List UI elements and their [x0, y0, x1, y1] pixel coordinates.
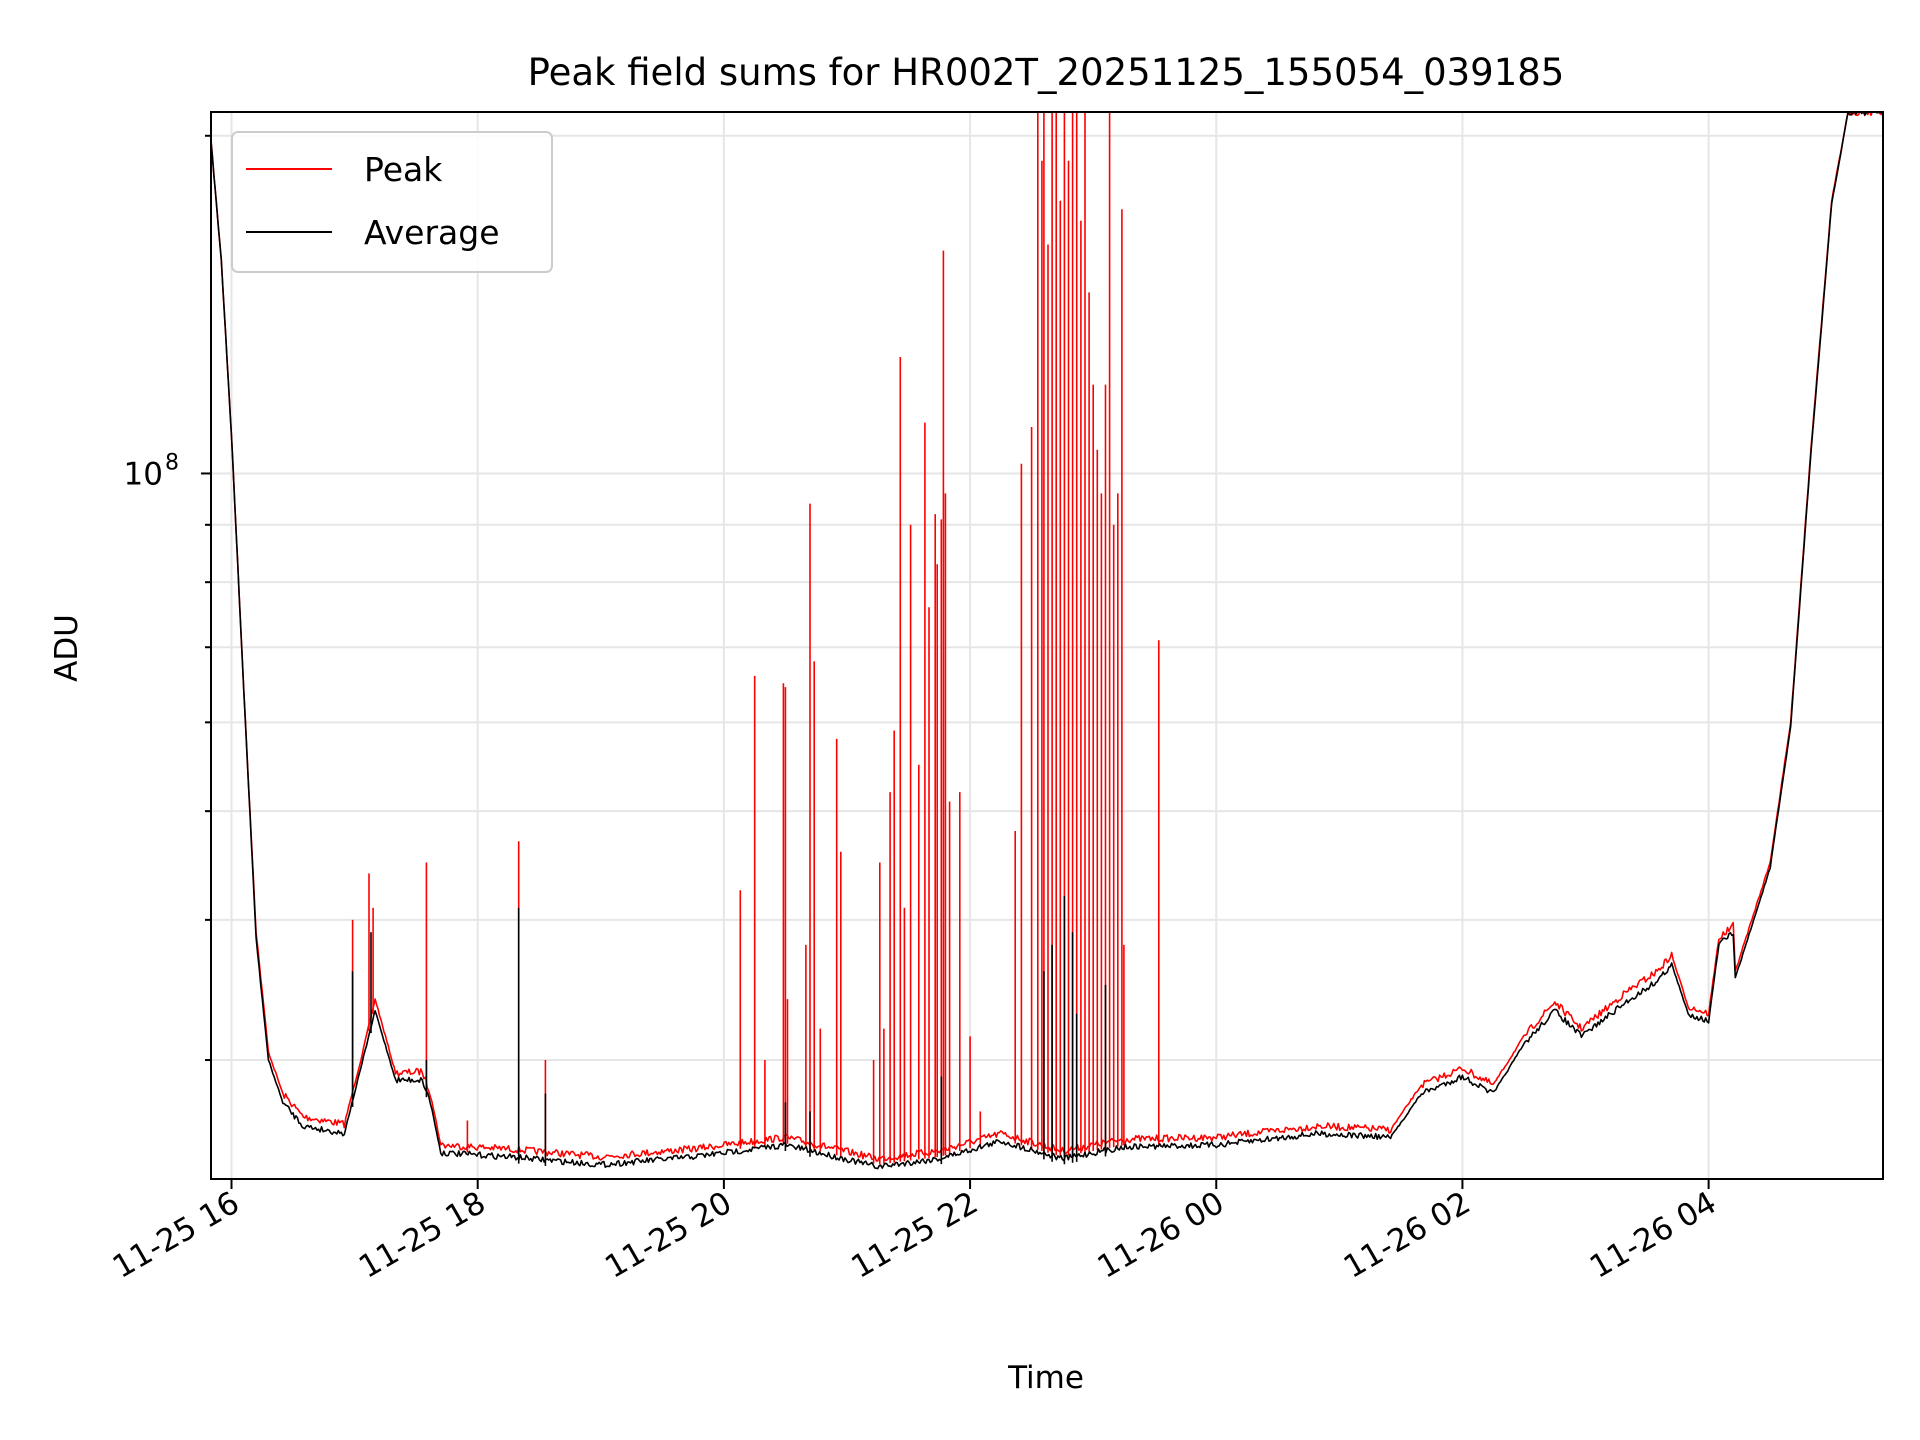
legend-average-label: Average [364, 213, 500, 252]
x-axis-label: Time [1007, 1360, 1084, 1396]
legend: Peak Average [231, 131, 553, 273]
series-peak [211, 112, 1883, 1165]
series-line-average [211, 112, 1883, 1170]
legend-box [231, 131, 553, 273]
y-tick-label: 10 [124, 456, 163, 492]
y-tick-label-exponent: 8 [165, 450, 179, 475]
chart-title: Peak field sums for HR002T_20251125_1550… [528, 51, 1565, 94]
series-area [211, 112, 1883, 1170]
plot-frame [210, 111, 1884, 1180]
legend-peak-label: Peak [364, 150, 443, 189]
grid [211, 112, 1883, 1179]
series-average [211, 112, 1883, 1170]
y-axis-label: ADU [49, 614, 85, 682]
